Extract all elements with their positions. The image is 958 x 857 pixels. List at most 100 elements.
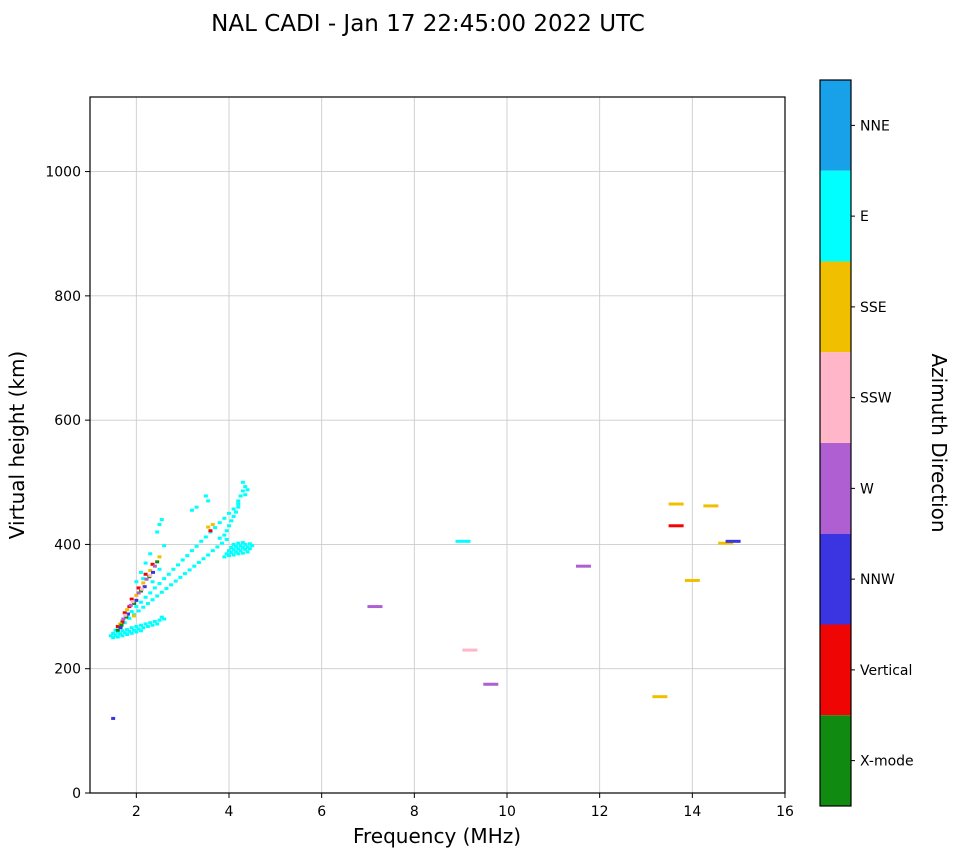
colorbar-category-label: SSW xyxy=(860,391,892,407)
colorbar-segment-x-mode xyxy=(820,715,851,806)
scatter-point xyxy=(120,634,125,638)
scatter-point xyxy=(136,609,141,613)
scatter-point xyxy=(189,549,194,553)
scatter-point xyxy=(222,533,227,537)
colorbar: NNE E SSE SSW W NNW Vertical X-mode xyxy=(819,79,914,807)
colorbar-segment-vertical xyxy=(820,624,851,716)
scatter-point xyxy=(150,562,155,566)
scatter-point xyxy=(120,620,125,624)
x-tick-label: 4 xyxy=(225,804,234,820)
scatter-point xyxy=(132,601,137,605)
scatter-point xyxy=(159,590,164,594)
scatter-point xyxy=(129,626,134,630)
scatter-point xyxy=(166,572,171,576)
scatter-point xyxy=(125,633,130,637)
scatter-point xyxy=(231,547,236,551)
scatter-point xyxy=(162,617,167,621)
plot-border xyxy=(89,96,786,794)
scatter-point xyxy=(236,552,241,556)
scatter-point xyxy=(155,530,160,534)
scatter-point xyxy=(194,505,199,509)
echo-dash xyxy=(684,578,700,582)
scatter-point xyxy=(180,558,185,562)
scatter-point xyxy=(111,636,116,640)
scatter-point xyxy=(224,529,229,533)
scatter-point xyxy=(162,544,167,548)
scatter-point xyxy=(236,502,241,506)
scatter-point xyxy=(227,511,231,515)
scatter-point xyxy=(247,547,252,551)
scatter-point xyxy=(157,567,162,571)
scatter-point xyxy=(222,555,227,559)
scatter-point xyxy=(196,560,201,564)
scatter-point xyxy=(203,494,208,498)
echo-dash xyxy=(575,564,591,568)
echo-dash xyxy=(652,695,668,699)
y-axis-label: Virtual height (km) xyxy=(5,351,29,540)
scatter-point xyxy=(134,624,139,628)
scatter-point xyxy=(247,542,252,546)
scatter-point xyxy=(123,613,128,617)
colorbar-segment-nnw xyxy=(820,533,851,625)
scatter-point xyxy=(118,626,123,630)
colorbar-category-label: SSE xyxy=(860,300,887,316)
echo-dash xyxy=(725,539,741,543)
echo-dash xyxy=(462,648,478,652)
x-tick-label: 10 xyxy=(498,804,516,820)
scatter-point xyxy=(231,553,236,557)
scatter-point xyxy=(164,587,169,591)
y-tick-label: 800 xyxy=(54,289,81,305)
scatter-point xyxy=(236,541,241,545)
scatter-point xyxy=(113,628,118,632)
scatter-point xyxy=(229,551,234,555)
scatter-point xyxy=(141,577,146,581)
scatter-point xyxy=(236,499,241,503)
scatter-point xyxy=(203,535,208,539)
y-tick-label: 200 xyxy=(54,662,81,678)
scatter-point xyxy=(238,549,243,553)
scatter-point xyxy=(227,554,231,558)
echo-dash xyxy=(668,502,684,506)
axes-layer: 2 4 6 8 10 12 14 16 0 200 400 600 800 1000 xyxy=(45,96,794,820)
colorbar-category-label: W xyxy=(860,481,874,497)
scatter-point xyxy=(182,572,187,576)
scatter-point xyxy=(233,550,238,554)
y-tick-label: 400 xyxy=(54,537,81,553)
scatter-point xyxy=(162,577,167,581)
colorbar-axis-label: Azimuth Direction xyxy=(927,353,951,532)
x-tick-label: 8 xyxy=(410,804,419,820)
scatter-point xyxy=(243,547,248,551)
scatter-point xyxy=(142,585,147,589)
scatter-point xyxy=(238,494,243,498)
scatter-point xyxy=(192,564,197,568)
scatter-point xyxy=(155,594,160,598)
scatter-point xyxy=(173,579,178,583)
scatter-point xyxy=(213,526,218,530)
scatter-point xyxy=(143,572,148,576)
scatter-point xyxy=(243,493,248,497)
scatter-point xyxy=(115,635,120,639)
scatter-point xyxy=(201,557,206,561)
echo-dash xyxy=(718,541,734,545)
scatter-point xyxy=(206,553,211,557)
scatter-point xyxy=(141,581,146,585)
scatter-point xyxy=(134,598,139,602)
chart-title: NAL CADI - Jan 17 22:45:00 2022 UTC xyxy=(211,11,645,37)
echo-dash xyxy=(455,539,471,543)
x-axis-label: Frequency (MHz) xyxy=(353,824,521,848)
scatter-point xyxy=(134,630,139,634)
scatter-point xyxy=(157,618,162,622)
scatter-point xyxy=(143,561,148,565)
scatter-point xyxy=(240,541,245,545)
echo-dash xyxy=(367,605,383,609)
scatter-point xyxy=(227,549,231,553)
colorbar-category-label: NNE xyxy=(860,118,890,134)
scatter-point xyxy=(136,586,141,590)
scatter-point xyxy=(130,600,135,604)
scatter-point xyxy=(233,510,238,514)
colorbar-segment-nne xyxy=(820,80,851,171)
scatter-point xyxy=(227,524,231,528)
scatter-point xyxy=(151,570,156,574)
scatter-point xyxy=(119,623,124,627)
